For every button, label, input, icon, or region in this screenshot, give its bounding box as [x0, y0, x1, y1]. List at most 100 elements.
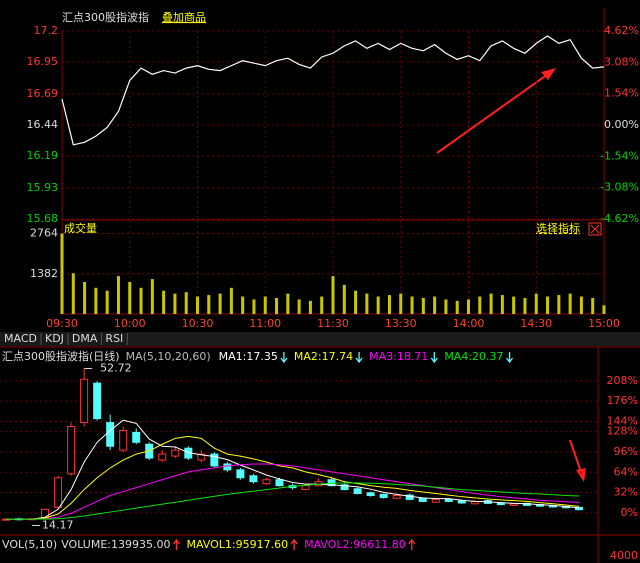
volume-bar — [331, 276, 335, 314]
candle-body — [262, 479, 271, 485]
overlay-link[interactable]: 叠加商品 — [162, 10, 206, 24]
y2-tick-label: 0.00% — [604, 118, 639, 131]
x-tick-label: 10:00 — [114, 317, 146, 330]
candle-body — [405, 494, 414, 500]
candle-body — [418, 497, 427, 502]
up-arrow — [408, 538, 416, 550]
volume-bar — [342, 284, 346, 314]
ma-line — [6, 463, 580, 520]
tab[interactable]: MACD — [4, 332, 37, 345]
y-tick-label: 16.44 — [27, 118, 59, 131]
volume-bar — [139, 287, 143, 314]
high-label: 52.72 — [100, 361, 132, 374]
volume-bar — [229, 287, 233, 314]
ma-line — [6, 482, 579, 520]
volume-tick-label: 1382 — [30, 267, 58, 280]
candle-body — [67, 426, 76, 475]
candle-body — [54, 477, 63, 508]
volume-bar — [455, 300, 459, 314]
volume-bar — [376, 296, 380, 314]
volume-bar — [523, 297, 527, 314]
chart-subtitle: MA(5,10,20,60) — [126, 350, 211, 363]
volume-bar — [534, 293, 538, 314]
up-arrow — [290, 538, 298, 550]
volume-bar — [320, 296, 324, 314]
volume-bar — [275, 297, 279, 314]
header-title: 汇点300股指波指 — [62, 10, 149, 24]
candle-body — [353, 488, 362, 495]
candle-body — [236, 469, 245, 479]
volume-bar — [162, 290, 166, 314]
candle-body — [301, 485, 310, 491]
red-arrow — [436, 68, 556, 154]
tab-bar — [0, 332, 640, 346]
volume-bar — [387, 295, 391, 314]
tab[interactable]: RSI — [105, 332, 123, 345]
y2-tick-label: 208% — [607, 374, 638, 387]
y-tick-label: 16.69 — [27, 87, 59, 100]
candle-body — [457, 500, 466, 504]
candle-body — [275, 479, 284, 487]
y2-tick-label: 32% — [614, 486, 638, 499]
volume-bar — [365, 293, 369, 314]
candle-body — [431, 498, 440, 503]
indicator-link[interactable]: 选择指标 — [536, 221, 580, 235]
chart-title: 汇点300股指波指(日线) — [2, 349, 120, 363]
candle-body — [210, 453, 219, 467]
candle-body — [158, 453, 167, 461]
y2-tick-label: -4.62% — [600, 212, 639, 225]
y-tick-label: 16.19 — [27, 149, 59, 162]
indicator-label: MAVOL1:95917.60 — [186, 538, 288, 551]
volume-bar — [500, 295, 504, 314]
ma-line — [6, 435, 580, 520]
volume-bar — [184, 292, 188, 314]
y2-tick-label: 3.08% — [604, 55, 639, 68]
volume-bar — [60, 233, 64, 314]
volume-bar — [196, 296, 199, 314]
volume-bar — [297, 299, 301, 314]
volume-bar — [489, 293, 493, 314]
volume-bar — [83, 281, 87, 314]
y2-tick-label: 64% — [614, 465, 638, 478]
candle-body — [366, 492, 375, 497]
volume-title: 成交量 — [64, 221, 97, 235]
x-tick-label: 13:30 — [385, 317, 417, 330]
tabs: MACD KDJ DMA RSI — [4, 332, 128, 345]
volume-bar — [399, 293, 403, 314]
legend-entry: MA1:17.35 — [219, 350, 278, 363]
candle-body — [392, 495, 401, 499]
volume-bar — [218, 293, 222, 314]
y2-tick-label: 176% — [607, 394, 638, 407]
volume-bar — [512, 296, 516, 314]
indicator-label: MAVOL2:96611.80 — [304, 538, 406, 551]
down-arrow — [355, 352, 363, 364]
volume-bar — [568, 293, 572, 314]
candle-body — [574, 506, 583, 511]
y2-tick-label: 128% — [607, 425, 638, 438]
volume-bar — [128, 281, 132, 314]
y-tick-label: 15.68 — [27, 212, 59, 225]
x-tick-label: 11:00 — [249, 317, 281, 330]
y-tick-label: 17.2 — [34, 24, 59, 37]
volume-bar — [421, 297, 425, 314]
volume-bar — [252, 299, 256, 314]
tab[interactable]: KDJ — [45, 332, 64, 345]
tab[interactable]: DMA — [72, 332, 98, 345]
volume-bar — [207, 295, 211, 314]
x-tick-label: 14:30 — [520, 317, 552, 330]
candle-body — [80, 378, 89, 424]
ma-line — [6, 419, 580, 520]
price-line — [61, 35, 605, 146]
candle-body — [379, 493, 388, 498]
y2-tick-label: 4.62% — [604, 24, 639, 37]
volume-axis-label: 4000 — [610, 549, 638, 562]
volume-bar — [94, 287, 98, 314]
candle-body — [106, 422, 115, 447]
volume-bar — [546, 296, 550, 314]
candle-body — [197, 453, 206, 461]
close-button[interactable] — [588, 222, 602, 236]
candle-body — [249, 475, 258, 483]
volume-bar — [241, 296, 245, 314]
volume-bar — [263, 296, 267, 314]
